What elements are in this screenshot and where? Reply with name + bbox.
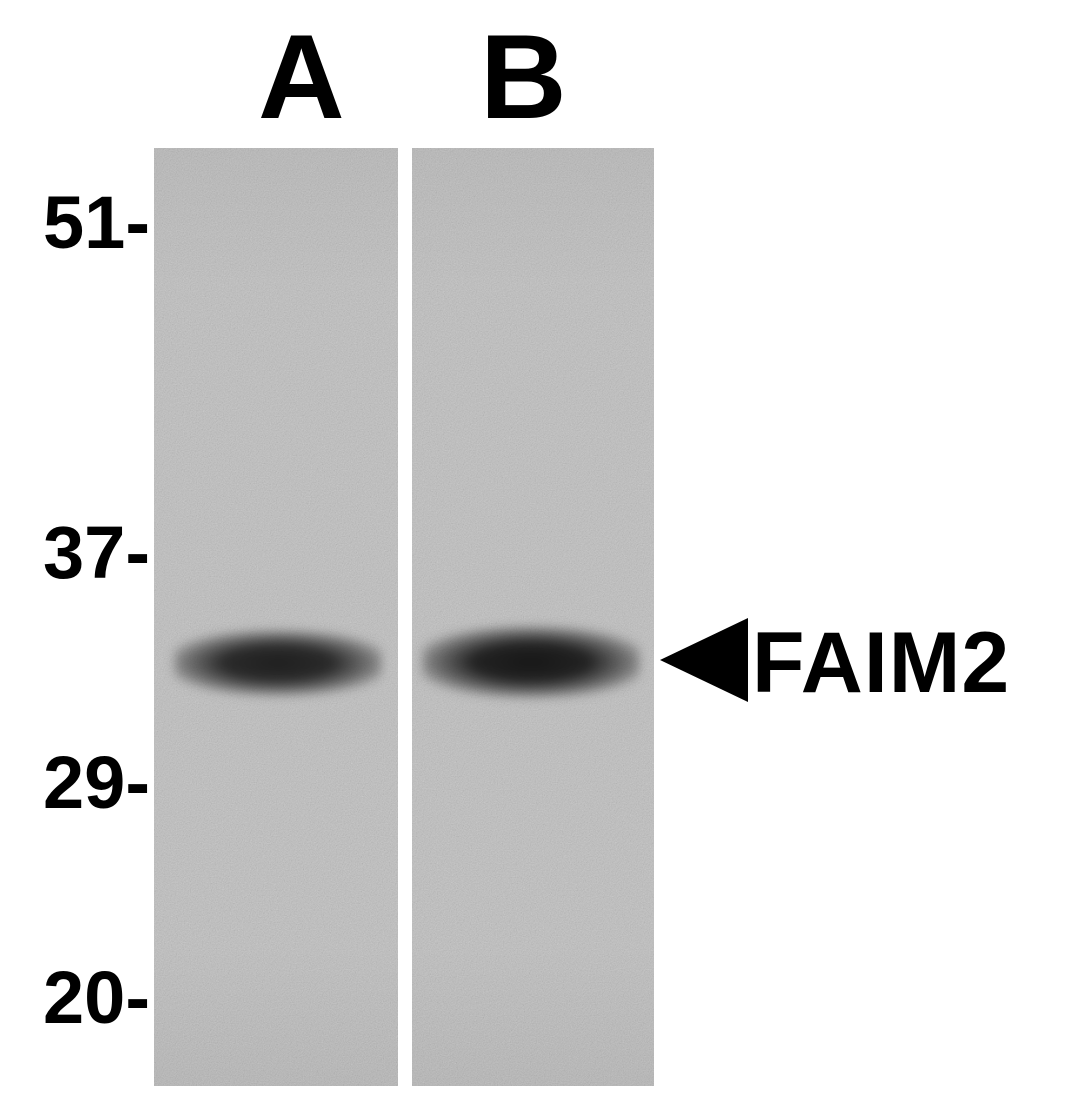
protein-label-faim2: FAIM2 bbox=[752, 614, 1010, 713]
mw-dash-29: - bbox=[125, 741, 150, 824]
lane-b-label: B bbox=[480, 10, 567, 144]
lane-header-b: B bbox=[480, 8, 567, 146]
lane-divider bbox=[398, 148, 412, 1086]
mw-marker-20: 20- bbox=[0, 955, 150, 1040]
protein-arrow bbox=[660, 618, 748, 702]
arrow-head-icon bbox=[660, 618, 748, 702]
mw-value-20: 20 bbox=[43, 956, 125, 1039]
mw-marker-29: 29- bbox=[0, 740, 150, 825]
lane-a-label: A bbox=[258, 10, 345, 144]
protein-name: FAIM2 bbox=[752, 615, 1010, 711]
mw-dash-37: - bbox=[125, 511, 150, 594]
mw-marker-51: 51- bbox=[0, 180, 150, 265]
lane-header-a: A bbox=[258, 8, 345, 146]
mw-value-29: 29 bbox=[43, 741, 125, 824]
mw-marker-37: 37- bbox=[0, 510, 150, 595]
blot-membrane bbox=[154, 148, 654, 1086]
mw-dash-51: - bbox=[125, 181, 150, 264]
band-lane-a bbox=[174, 630, 382, 696]
band-lane-b bbox=[422, 626, 640, 698]
mw-value-37: 37 bbox=[43, 511, 125, 594]
mw-value-51: 51 bbox=[43, 181, 125, 264]
western-blot-figure: A B 51- 37- 29- 20- bbox=[0, 0, 1080, 1098]
mw-dash-20: - bbox=[125, 956, 150, 1039]
